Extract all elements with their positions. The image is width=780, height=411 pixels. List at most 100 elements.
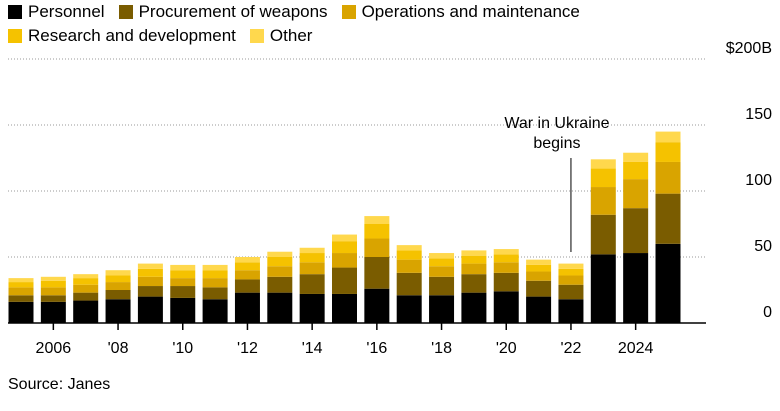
bar-2014-procurement-of-weapons (299, 274, 325, 294)
bar-2017-procurement-of-weapons (396, 272, 422, 296)
y-tick-label-50: 50 (754, 238, 772, 255)
bar-2017-other (396, 245, 422, 251)
bar-2025-operations-and-maintenance (655, 161, 681, 194)
bar-2010-personnel (170, 297, 196, 323)
legend-label-research: Research and development (28, 26, 236, 45)
bar-2022-operations-and-maintenance (558, 275, 584, 285)
bar-2013-personnel (267, 292, 293, 323)
bar-2018-other (429, 253, 455, 259)
bar-2021-procurement-of-weapons (526, 280, 552, 297)
bar-2021-research-and-development (526, 264, 552, 272)
bar-2008-procurement-of-weapons (105, 290, 131, 300)
bar-2010-other (170, 264, 196, 271)
legend-item-operations: Operations and maintenance (341, 2, 580, 22)
bar-2015-procurement-of-weapons (332, 267, 357, 294)
bar-2014-other (299, 247, 325, 254)
bar-2008-operations-and-maintenance (105, 282, 131, 290)
bar-2015-research-and-development (332, 241, 357, 254)
bar-2016-other (364, 216, 390, 224)
bar-2007-other (73, 274, 99, 279)
bar-2009-procurement-of-weapons (137, 286, 163, 297)
bar-2012-operations-and-maintenance (234, 270, 260, 280)
bar-2020-operations-and-maintenance (493, 262, 519, 273)
bar-2019-procurement-of-weapons (461, 274, 487, 293)
bar-2011-other (202, 264, 228, 271)
bar-2022-procurement-of-weapons (558, 284, 584, 300)
legend-item-personnel: Personnel (8, 2, 105, 22)
legend-item-procurement: Procurement of weapons (118, 2, 328, 22)
bar-2006-procurement-of-weapons (40, 295, 66, 302)
bar-2023-research-and-development (590, 168, 616, 188)
x-tick-label-2020: '20 (496, 340, 517, 357)
legend-swatch-research (8, 29, 22, 43)
bar-2007-procurement-of-weapons (73, 292, 99, 301)
chart-legend: Personnel Procurement of weapons Operati… (8, 2, 668, 46)
bar-2009-other (137, 263, 163, 269)
bar-2006-other (40, 276, 66, 281)
legend-label-other: Other (269, 26, 313, 45)
bar-2015-other (332, 234, 357, 242)
bar-2006-research-and-development (40, 280, 66, 288)
annotation-text-line2: begins (533, 135, 580, 152)
y-tick-label-200: $200B (726, 40, 772, 57)
bar-2010-operations-and-maintenance (170, 278, 196, 287)
bar-2020-personnel (493, 291, 519, 323)
bar-2017-operations-and-maintenance (396, 259, 422, 273)
bar-2024-research-and-development (623, 161, 649, 180)
legend-label-operations: Operations and maintenance (361, 2, 580, 21)
bar-2018-procurement-of-weapons (429, 276, 455, 296)
bar-2017-research-and-development (396, 250, 422, 260)
bar-2009-operations-and-maintenance (137, 276, 163, 287)
bar-2011-procurement-of-weapons (202, 287, 228, 300)
bar-2015-personnel (332, 293, 357, 323)
y-tick-label-150: 150 (745, 106, 772, 123)
bar-2023-operations-and-maintenance (590, 187, 616, 215)
bar-2005-operations-and-maintenance (8, 287, 34, 296)
bar-2018-personnel (429, 295, 455, 323)
bar-2021-other (526, 259, 552, 265)
x-tick-label-2018: '18 (431, 340, 452, 357)
x-tick-label-2006: 2006 (36, 340, 72, 357)
bar-2008-research-and-development (105, 275, 131, 283)
bar-2013-other (267, 251, 293, 257)
bar-2006-personnel (40, 301, 66, 323)
x-tick-label-2022: '22 (561, 340, 582, 357)
bar-2016-operations-and-maintenance (364, 238, 390, 257)
bar-2023-other (590, 159, 616, 169)
source-note: Source: Janes (8, 376, 111, 393)
bar-2017-personnel (396, 295, 422, 323)
legend-item-research: Research and development (8, 26, 236, 46)
bar-2020-research-and-development (493, 254, 519, 263)
legend-label-personnel: Personnel (28, 2, 105, 21)
bar-2012-personnel (234, 292, 260, 323)
bar-2024-operations-and-maintenance (623, 179, 649, 209)
legend-label-procurement: Procurement of weapons (138, 2, 328, 21)
bar-2016-research-and-development (364, 224, 390, 239)
bar-2019-operations-and-maintenance (461, 263, 487, 275)
annotation-text-line1: War in Ukraine (504, 115, 609, 132)
bar-2007-research-and-development (73, 278, 99, 285)
bar-2010-research-and-development (170, 270, 196, 279)
y-tick-label-0: 0 (763, 304, 772, 321)
bar-2025-other (655, 131, 681, 143)
y-tick-label-100: 100 (745, 172, 772, 189)
bar-2005-other (8, 278, 34, 283)
bar-2005-research-and-development (8, 282, 34, 288)
x-tick-label-2008: '08 (108, 340, 129, 357)
bar-2012-procurement-of-weapons (234, 279, 260, 293)
bar-2011-research-and-development (202, 270, 228, 279)
bar-2008-other (105, 270, 131, 276)
x-tick-label-2012: '12 (237, 340, 258, 357)
bar-2019-other (461, 250, 487, 256)
legend-swatch-other (249, 29, 264, 43)
bar-2007-operations-and-maintenance (73, 284, 99, 293)
bar-2024-procurement-of-weapons (623, 208, 649, 254)
bar-2022-research-and-development (558, 268, 584, 276)
bar-2023-procurement-of-weapons (590, 214, 616, 255)
bar-2014-operations-and-maintenance (299, 262, 325, 275)
bar-2006-operations-and-maintenance (40, 287, 66, 296)
bar-2005-personnel (8, 301, 34, 323)
bar-2020-procurement-of-weapons (493, 272, 519, 292)
bar-2019-personnel (461, 292, 487, 323)
